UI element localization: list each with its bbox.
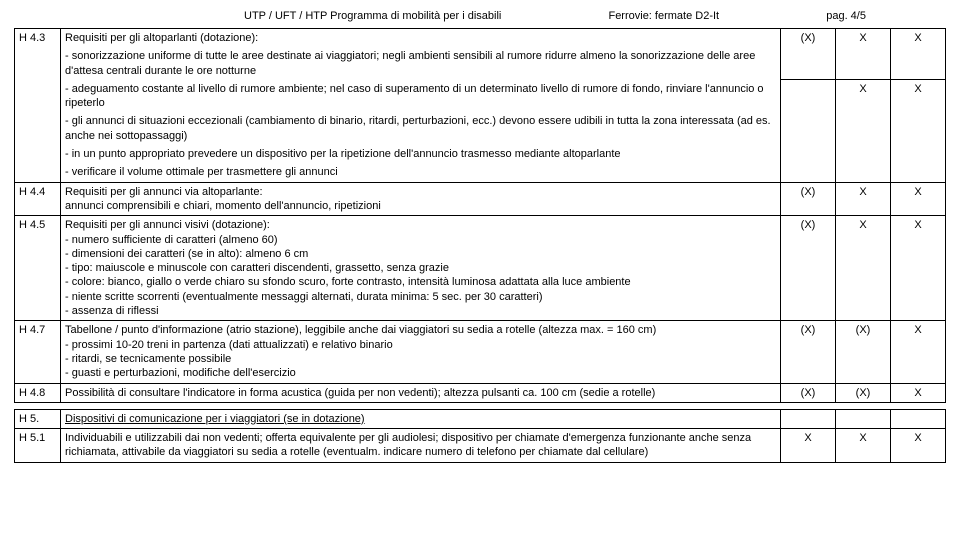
mark-col-2: X [836,182,891,216]
row-text: Requisiti per gli annunci visivi (dotazi… [61,216,781,321]
header-right: pag. 4/5 [826,10,866,22]
table-row: H 4.8 Possibilità di consultare l'indica… [15,383,946,402]
row-id: H 4.4 [15,182,61,216]
mark-col-1: (X) [781,29,836,80]
row-text: Individuabili e utilizzabili dai non ved… [61,429,781,463]
row-text: Possibilità di consultare l'indicatore i… [61,383,781,402]
row-text: - adeguamento costante al livello di rum… [61,80,781,113]
row-id: H 4.5 [15,216,61,321]
row-text: Requisiti per gli annunci via altoparlan… [61,182,781,216]
table-row: H 4.7 Tabellone / punto d'informazione (… [15,321,946,383]
table-row: H 4.5 Requisiti per gli annunci visivi (… [15,216,946,321]
mark-col-2: X [836,429,891,463]
mark-col-3: X [891,80,946,113]
page-header: UTP / UFT / HTP Programma di mobilità pe… [14,10,946,22]
mark-col-3: X [891,216,946,321]
row-id: H 4.3 [15,29,61,48]
row-id: H 4.7 [15,321,61,383]
mark-col-3: X [891,429,946,463]
table-row: H 5. Dispositivi di comunicazione per i … [15,409,946,428]
table-row: H 4.3 Requisiti per gli altoparlanti (do… [15,29,946,48]
mark-col-2: X [836,29,891,80]
row-id: H 4.8 [15,383,61,402]
row-text: Requisiti per gli altoparlanti (dotazion… [61,29,781,48]
mark-col-1: (X) [781,182,836,216]
mark-col-2: (X) [836,383,891,402]
mark-col-3: X [891,182,946,216]
mark-col-1: X [781,429,836,463]
mark-col-3: X [891,321,946,383]
header-left: UTP / UFT / HTP Programma di mobilità pe… [244,10,501,22]
row-id: H 5.1 [15,429,61,463]
table-row: - adeguamento costante al livello di rum… [15,80,946,113]
mark-col-1 [781,80,836,113]
mark-col-1: (X) [781,216,836,321]
requirements-table: H 4.3 Requisiti per gli altoparlanti (do… [14,28,946,463]
table-row: H 5.1 Individuabili e utilizzabili dai n… [15,429,946,463]
mark-col-1: (X) [781,383,836,402]
row-id: H 5. [15,409,61,428]
header-center: Ferrovie: fermate D2-It [608,10,719,22]
mark-col-2: X [836,80,891,113]
row-text: Tabellone / punto d'informazione (atrio … [61,321,781,383]
section-title: Dispositivi di comunicazione per i viagg… [61,409,781,428]
mark-col-1: (X) [781,321,836,383]
row-text: - verificare il volume ottimale per tras… [61,163,781,182]
table-row: H 4.4 Requisiti per gli annunci via alto… [15,182,946,216]
mark-col-2: (X) [836,321,891,383]
row-text: - sonorizzazione uniforme di tutte le ar… [61,47,781,80]
row-text: - in un punto appropriato prevedere un d… [61,145,781,163]
mark-col-3: X [891,29,946,80]
mark-col-3: X [891,383,946,402]
table-row: - gli annunci di situazioni eccezionali … [15,112,946,145]
row-text: - gli annunci di situazioni eccezionali … [61,112,781,145]
mark-col-2: X [836,216,891,321]
